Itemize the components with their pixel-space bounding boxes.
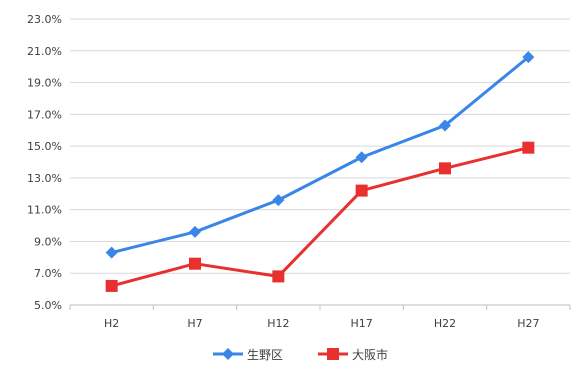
y-tick-label: 17.0% <box>27 108 62 121</box>
x-tick-label: H22 <box>434 317 456 330</box>
series-line <box>111 55 530 255</box>
series-2 <box>105 141 535 292</box>
data-point <box>272 194 285 207</box>
data-point <box>105 279 118 292</box>
y-tick-label: 23.0% <box>27 13 62 26</box>
data-point <box>272 270 285 283</box>
data-point <box>522 51 535 64</box>
data-point <box>439 119 451 132</box>
legend-item: 大阪市 <box>318 347 388 362</box>
y-tick-label: 19.0% <box>27 77 62 90</box>
y-tick-label: 21.0% <box>27 45 62 58</box>
data-point <box>355 151 368 164</box>
data-point <box>355 184 368 197</box>
y-tick-label: 5.0% <box>34 299 62 312</box>
x-tick-label: H17 <box>351 317 373 330</box>
x-tick-label: H7 <box>187 317 202 330</box>
legend-label: 大阪市 <box>352 347 388 362</box>
y-tick-label: 15.0% <box>27 140 62 153</box>
x-tick-label: H2 <box>104 317 119 330</box>
legend-label: 生野区 <box>247 348 283 362</box>
data-point <box>189 257 201 270</box>
data-point <box>105 246 118 259</box>
y-tick-label: 13.0% <box>27 172 62 185</box>
series <box>105 51 535 292</box>
data-point <box>189 225 201 238</box>
legend-marker <box>327 348 339 360</box>
legend: 生野区 大阪市 <box>213 347 388 362</box>
y-tick-label: 11.0% <box>27 204 62 217</box>
data-point <box>439 162 451 175</box>
y-tick-label: 7.0% <box>34 267 62 280</box>
legend-item: 生野区 <box>213 348 283 362</box>
x-tick-label: H12 <box>267 317 289 330</box>
gridlines <box>70 18 570 306</box>
series-line <box>111 146 529 288</box>
legend-marker <box>222 348 234 360</box>
axes: 5.0% 7.0% 9.0% 11.0% 13.0% 15.0% 17.0% 19.0% 21.… <box>27 13 571 330</box>
series-1 <box>105 51 535 259</box>
y-tick-label: 9.0% <box>34 235 62 248</box>
data-point <box>522 141 535 154</box>
x-tick-label: H27 <box>517 317 539 330</box>
